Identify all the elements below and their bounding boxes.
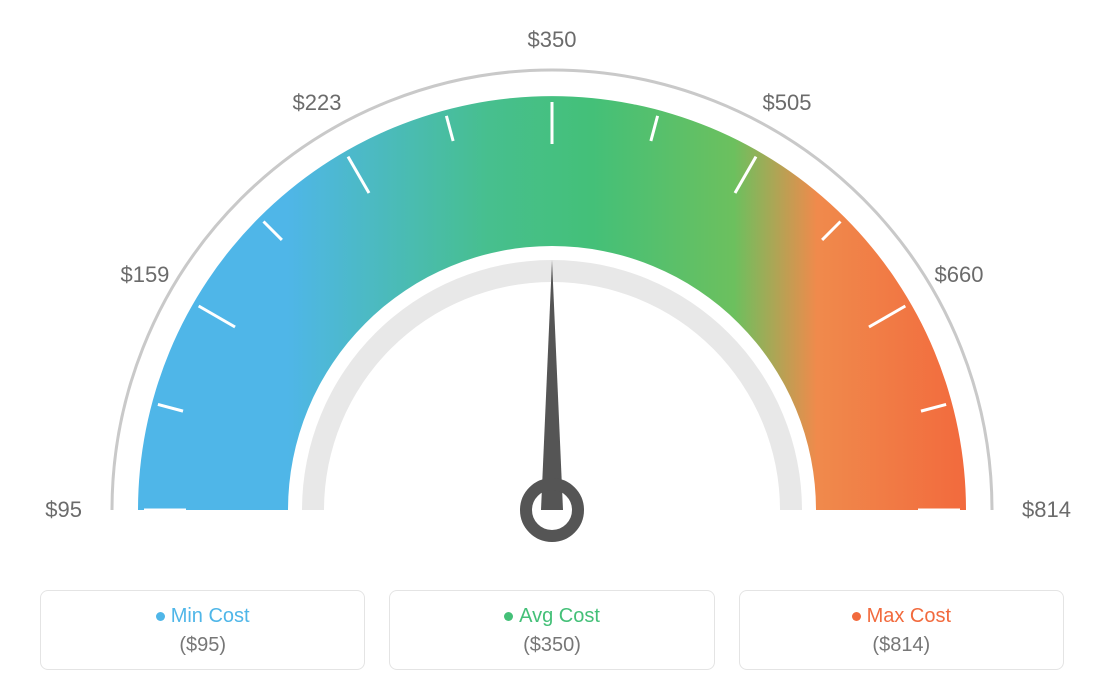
legend-avg-dot [504,612,513,621]
legend-min-title: Min Cost [49,605,356,628]
legend-max: Max Cost ($814) [739,590,1064,670]
gauge-tick-label: $159 [120,262,169,288]
legend-avg: Avg Cost ($350) [389,590,714,670]
gauge-tick-label: $350 [528,27,577,53]
legend-min-dot [156,612,165,621]
legend-max-dot [852,612,861,621]
cost-gauge-chart: { "gauge": { "type": "gauge", "min_value… [0,0,1104,690]
legend-min-label: Min Cost [171,605,250,627]
legend-max-value: ($814) [748,634,1055,657]
legend-min: Min Cost ($95) [40,590,365,670]
gauge-tick-label: $660 [935,262,984,288]
legend-max-label: Max Cost [867,605,951,627]
gauge-tick-label: $95 [45,497,82,523]
gauge-area: $95 $159 $223 $350 $505 $660 $814 [0,0,1104,560]
legend-avg-title: Avg Cost [398,605,705,628]
legend-max-title: Max Cost [748,605,1055,628]
gauge-svg [0,20,1104,560]
legend-min-value: ($95) [49,634,356,657]
legend-avg-value: ($350) [398,634,705,657]
legend-row: Min Cost ($95) Avg Cost ($350) Max Cost … [40,590,1064,670]
gauge-tick-label: $223 [293,90,342,116]
legend-avg-label: Avg Cost [519,605,600,627]
gauge-tick-label: $505 [763,90,812,116]
gauge-tick-label: $814 [1022,497,1071,523]
